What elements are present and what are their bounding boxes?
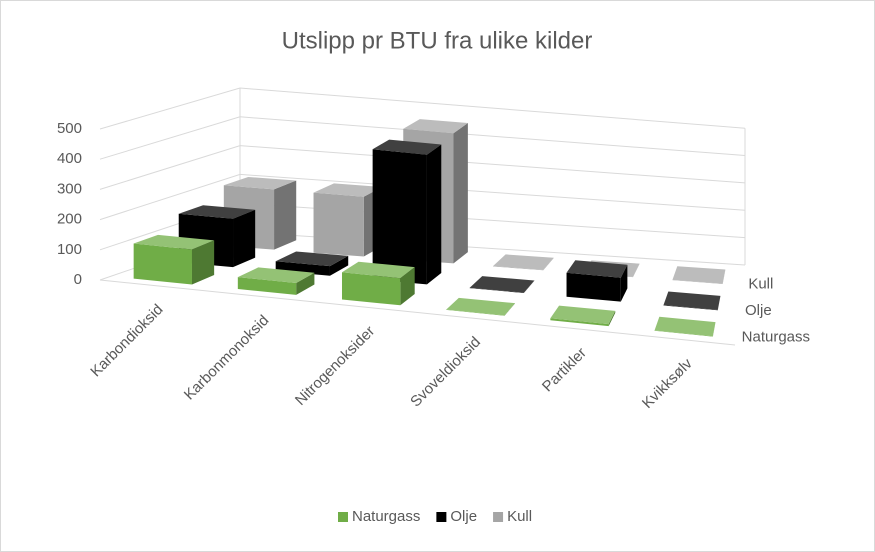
bar bbox=[654, 316, 716, 337]
bar-side bbox=[543, 257, 554, 271]
bar-front bbox=[654, 330, 713, 337]
bar bbox=[566, 260, 628, 302]
bar-front bbox=[237, 277, 297, 295]
bar-side bbox=[717, 295, 721, 311]
legend-label: Olje bbox=[450, 508, 477, 525]
bar-side bbox=[632, 263, 640, 278]
y-tick-label: 0 bbox=[74, 271, 82, 288]
bar-side bbox=[191, 240, 215, 285]
bar-side bbox=[523, 280, 535, 294]
bar-side bbox=[712, 322, 716, 337]
bar-front bbox=[550, 318, 609, 327]
y-tick-label: 300 bbox=[57, 180, 82, 197]
legend-swatch bbox=[338, 512, 348, 522]
y-tick-label: 400 bbox=[57, 150, 82, 167]
bar-front bbox=[672, 279, 723, 285]
bar bbox=[275, 251, 349, 276]
bar-front bbox=[372, 149, 427, 285]
bar bbox=[492, 254, 554, 271]
chart-title: Utslipp pr BTU fra ulike kilder bbox=[282, 27, 593, 54]
bar-top bbox=[446, 297, 515, 316]
bar-front bbox=[313, 192, 364, 257]
bar-side bbox=[722, 269, 726, 285]
bar-front bbox=[341, 272, 401, 306]
legend-swatch bbox=[493, 512, 504, 522]
bar-front bbox=[566, 272, 621, 302]
bar-front bbox=[663, 305, 718, 311]
depth-label: Olje bbox=[745, 302, 772, 319]
bar-side bbox=[620, 264, 628, 302]
bar-front bbox=[446, 309, 505, 316]
bar-top bbox=[178, 205, 256, 219]
bar bbox=[372, 139, 442, 285]
bar-top bbox=[237, 267, 315, 284]
bar-top bbox=[133, 234, 215, 250]
bar-front bbox=[133, 243, 192, 285]
bar-side bbox=[274, 180, 297, 250]
bar-top bbox=[275, 251, 349, 267]
bar-front bbox=[492, 266, 544, 271]
bar-top bbox=[663, 291, 721, 311]
bar bbox=[446, 297, 515, 316]
bar-side bbox=[426, 144, 442, 285]
y-tick-label: 500 bbox=[57, 120, 82, 137]
depth-label: Naturgass bbox=[742, 329, 810, 346]
bar-top bbox=[550, 305, 616, 325]
bar-side bbox=[608, 310, 616, 327]
floor-edge bbox=[99, 279, 736, 346]
bar-top bbox=[341, 261, 415, 279]
bar-front bbox=[275, 261, 330, 276]
bar-top bbox=[313, 183, 383, 197]
bar bbox=[550, 305, 616, 327]
bar bbox=[313, 183, 383, 257]
bar-top bbox=[223, 176, 297, 190]
bar-side bbox=[504, 303, 515, 316]
bar bbox=[672, 266, 726, 285]
bar bbox=[133, 234, 215, 285]
bar bbox=[341, 261, 415, 306]
y-tick-label: 100 bbox=[57, 241, 82, 258]
legend-swatch bbox=[436, 512, 447, 522]
y-tick-label: 200 bbox=[57, 211, 82, 228]
bar-side bbox=[453, 123, 468, 264]
bar-side bbox=[233, 209, 256, 268]
depth-label: Kull bbox=[748, 275, 773, 292]
bar-side bbox=[296, 272, 315, 295]
bar bbox=[237, 267, 315, 295]
legend-label: Naturgass bbox=[352, 508, 420, 525]
legend-label: Kull bbox=[507, 508, 532, 525]
bar-top bbox=[566, 260, 628, 278]
bar-top bbox=[654, 316, 716, 337]
bar-side bbox=[400, 267, 415, 306]
bar-side bbox=[329, 255, 349, 276]
bar bbox=[663, 291, 721, 311]
bar-top bbox=[672, 266, 726, 284]
bar-front bbox=[469, 287, 524, 294]
bar-top bbox=[372, 139, 442, 155]
bar-top bbox=[469, 276, 535, 293]
bar-top bbox=[403, 119, 468, 134]
bar-top bbox=[492, 254, 554, 271]
bar bbox=[469, 276, 535, 294]
